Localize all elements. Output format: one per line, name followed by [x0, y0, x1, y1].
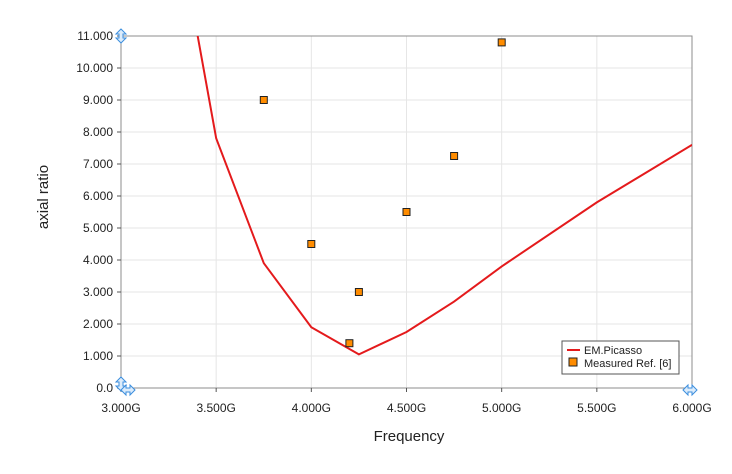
measured-point [497, 38, 506, 47]
x-tick-label: 3.500G [196, 401, 235, 415]
axis-handles [114, 28, 698, 397]
x-axis-max-handle-icon [682, 383, 698, 397]
measured-point [259, 96, 268, 104]
x-tick-label: 5.000G [482, 401, 521, 415]
y-tick-label: 9.000 [83, 93, 113, 107]
y-axis-max-handle-icon [114, 28, 128, 44]
y-tick-label: 5.000 [83, 221, 113, 235]
x-axis-title: Frequency [374, 428, 445, 445]
series-layer [196, 36, 692, 356]
measured-point [450, 152, 459, 160]
x-tick-label: 6.000G [672, 401, 711, 415]
y-tick-label: 10.000 [76, 61, 113, 75]
y-tick-label: 2.000 [83, 317, 113, 331]
y-tick-label: 3.000 [83, 285, 113, 299]
legend: EM.Picasso Measured Ref. [6] [561, 340, 680, 375]
y-axis-ticks: 0.0 1.000 2.000 3.000 4.000 5.000 6.000 7.000 8.… [76, 29, 121, 395]
measured-point [307, 240, 316, 248]
y-tick-label: 6.000 [83, 189, 113, 203]
x-axis-ticks: 3.000G 3.500G 4.000G 4.500G 5.000G 5.500G 6.00… [101, 388, 712, 415]
series-line-em-picasso [196, 36, 692, 356]
x-tick-label: 5.500G [577, 401, 616, 415]
x-tick-label: 3.000G [101, 401, 140, 415]
legend-label-em-picasso: EM.Picasso [584, 345, 642, 357]
marker-layer [259, 38, 506, 348]
legend-marker-swatch [568, 357, 578, 367]
y-tick-label: 7.000 [83, 157, 113, 171]
y-axis-title: axial ratio [35, 165, 52, 229]
x-axis-min-handle-icon [120, 383, 136, 397]
y-tick-label: 0.0 [96, 381, 113, 395]
legend-label-measured: Measured Ref. [6] [584, 358, 671, 370]
measured-point [354, 288, 363, 296]
x-tick-label: 4.500G [387, 401, 426, 415]
x-tick-label: 4.000G [292, 401, 331, 415]
y-tick-label: 8.000 [83, 125, 113, 139]
legend-box [561, 340, 680, 375]
y-tick-label: 1.000 [83, 349, 113, 363]
y-tick-label: 4.000 [83, 253, 113, 267]
y-tick-label: 11.000 [77, 29, 113, 43]
measured-point [345, 339, 354, 348]
measured-point [402, 208, 411, 216]
